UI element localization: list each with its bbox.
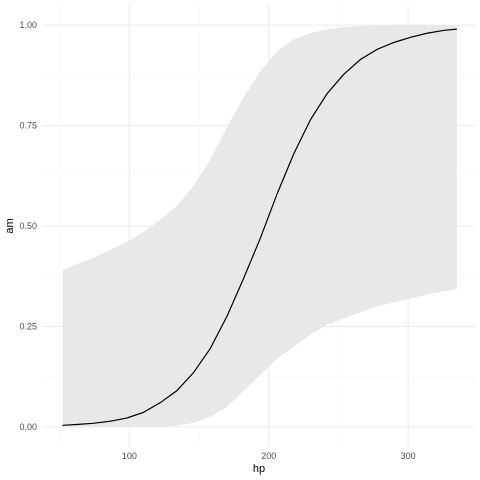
x-tick-label: 300 bbox=[401, 451, 416, 461]
fitted-line bbox=[62, 28, 457, 426]
y-axis-ticks: 0.00 0.25 0.50 0.75 1.00 bbox=[19, 20, 37, 432]
y-tick-label: 0.00 bbox=[19, 422, 37, 432]
x-axis-title: hp bbox=[253, 463, 265, 475]
y-tick-label: 1.00 bbox=[19, 20, 37, 30]
x-tick-label: 100 bbox=[122, 451, 137, 461]
y-tick-label: 0.75 bbox=[19, 121, 37, 131]
y-axis-title: am bbox=[4, 218, 16, 233]
x-tick-label: 200 bbox=[261, 451, 276, 461]
y-tick-label: 0.25 bbox=[19, 321, 37, 331]
confidence-band bbox=[62, 25, 457, 427]
fitted-line-layer bbox=[62, 28, 457, 426]
confidence-band-layer bbox=[62, 25, 457, 427]
y-tick-label: 0.50 bbox=[19, 221, 37, 231]
x-axis-ticks: 100 200 300 bbox=[122, 451, 416, 461]
